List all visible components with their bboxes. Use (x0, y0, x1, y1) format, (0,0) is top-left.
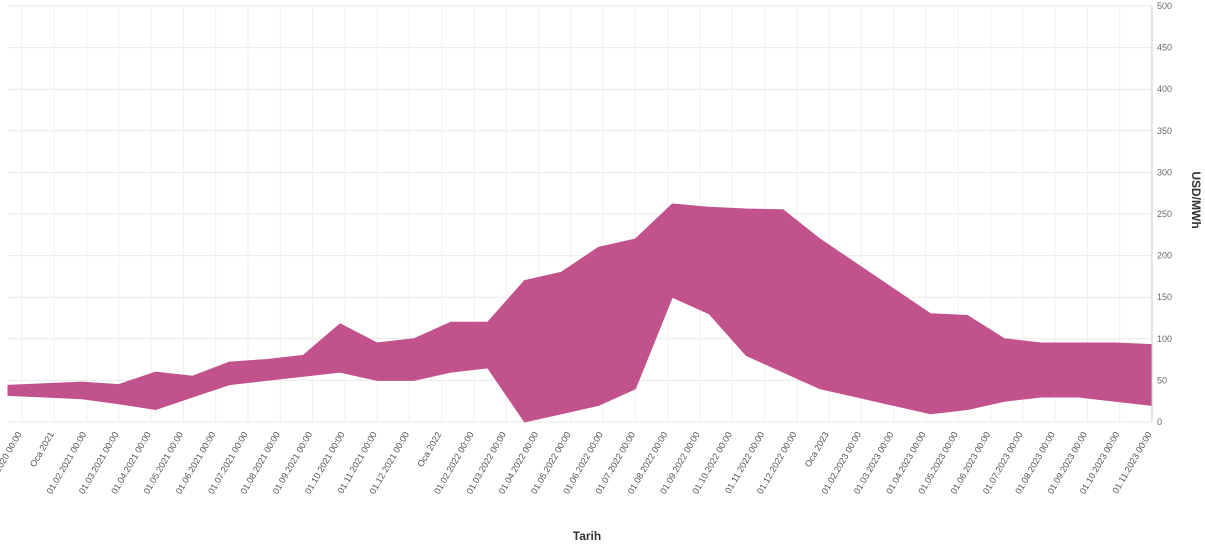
series-area (7, 203, 1153, 423)
y-tick-label: 450 (1157, 43, 1172, 53)
x-tick-label: Oca 2021 (28, 430, 56, 469)
y-tick-label: 250 (1157, 209, 1172, 219)
y-tick-label: 100 (1157, 334, 1172, 344)
y-tick-label: 300 (1157, 167, 1172, 177)
y-tick-label: 0 (1157, 417, 1162, 427)
x-axis-title: Tarih (573, 529, 601, 543)
series-band (7, 203, 1153, 423)
y-tick-label: 50 (1157, 375, 1167, 385)
y-axis: 0 50 100 150 200 250 300 350 400 450 500 (1157, 1, 1172, 427)
x-tick-label: Oca 2022 (415, 430, 443, 469)
y-tick-label: 150 (1157, 292, 1172, 302)
x-tick-label: Oca 2023 (803, 430, 831, 469)
x-tick-label: 01.12.2020 00:00 (0, 430, 24, 496)
y-tick-label: 350 (1157, 126, 1172, 136)
y-tick-label: 500 (1157, 1, 1172, 11)
y-tick-label: 400 (1157, 84, 1172, 94)
y-axis-title: USD/MWh (1189, 171, 1203, 228)
y-tick-label: 200 (1157, 251, 1172, 261)
